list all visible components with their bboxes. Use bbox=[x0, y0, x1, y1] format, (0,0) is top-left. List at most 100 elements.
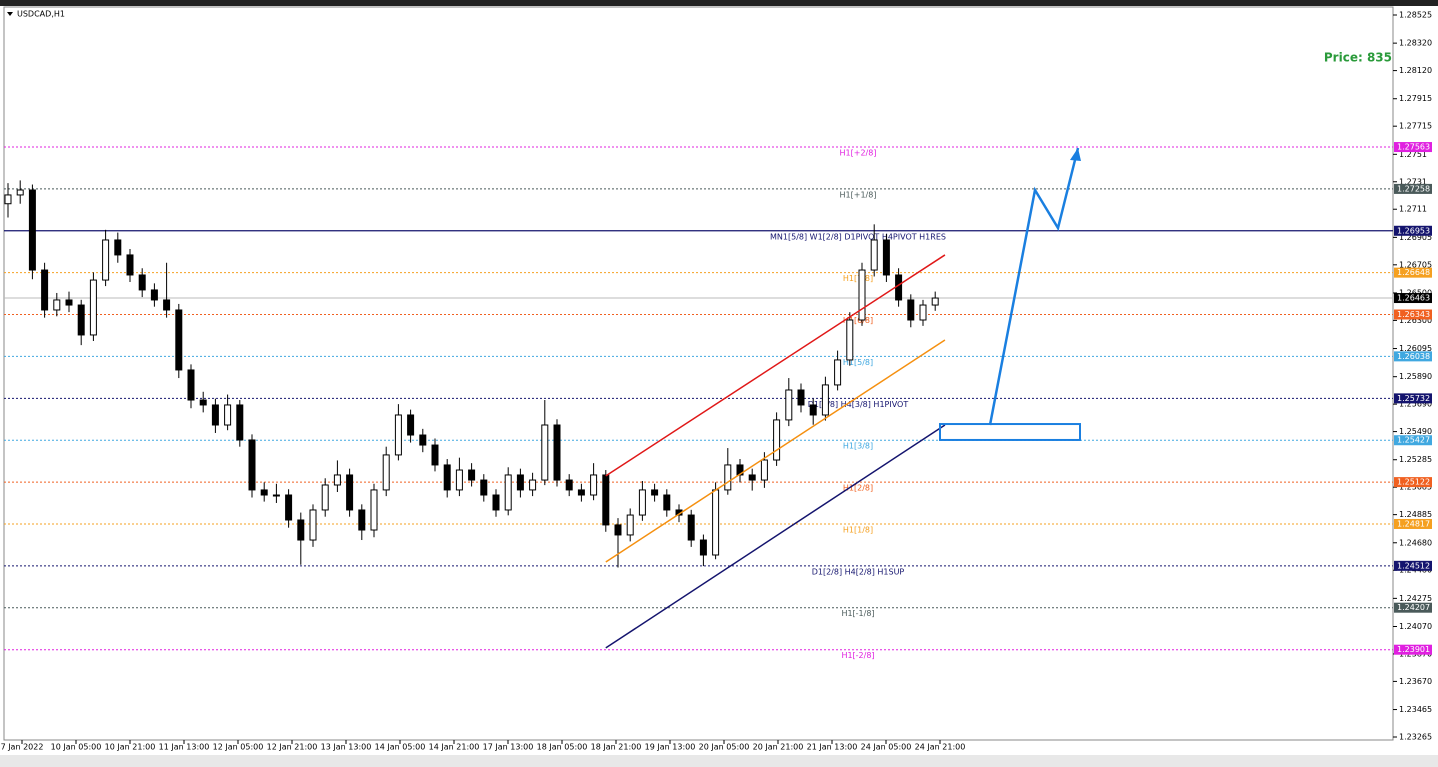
candle-body bbox=[577, 489, 585, 496]
y-tick-label: 1.28120 bbox=[1399, 66, 1432, 75]
candle-body bbox=[138, 274, 146, 291]
y-tick-label: 1.24885 bbox=[1399, 510, 1432, 519]
y-tick-label: 1.25690 bbox=[1399, 400, 1432, 409]
price-tag bbox=[1394, 267, 1432, 278]
candle-body bbox=[821, 384, 829, 416]
candle-body bbox=[614, 524, 622, 536]
level-label: H1[-1/8] bbox=[841, 609, 874, 618]
y-tick-label: 1.27915 bbox=[1399, 94, 1432, 103]
price-tag-label: 1.25427 bbox=[1397, 436, 1430, 445]
candle-body bbox=[834, 359, 842, 386]
y-tick-label: 1.23465 bbox=[1399, 705, 1432, 714]
level-label: D1[2/8] H4[2/8] H1SUP bbox=[812, 567, 905, 576]
current-price-label: 1.26463 bbox=[1397, 294, 1430, 303]
y-tick-label: 1.25285 bbox=[1399, 455, 1432, 464]
candle-body bbox=[882, 239, 890, 276]
candle-body bbox=[858, 269, 866, 321]
price-tag bbox=[1394, 293, 1432, 304]
y-tick-label: 1.23265 bbox=[1399, 733, 1432, 742]
x-tick-label: 21 Jan 13:00 bbox=[807, 743, 858, 752]
candle-body bbox=[102, 239, 110, 281]
candle-body bbox=[248, 439, 256, 491]
candle-body bbox=[126, 254, 134, 276]
candle-body bbox=[41, 269, 49, 311]
price-tag-label: 1.26343 bbox=[1397, 310, 1430, 319]
candle-body bbox=[687, 514, 695, 541]
candle-body bbox=[492, 494, 500, 511]
x-tick-label: 10 Jan 21:00 bbox=[105, 743, 156, 752]
y-tick-label: 1.26705 bbox=[1399, 260, 1432, 269]
candle-body bbox=[407, 414, 415, 436]
x-tick-label: 24 Jan 21:00 bbox=[915, 743, 966, 752]
candle-body bbox=[394, 414, 402, 456]
bottom-bar bbox=[0, 755, 1438, 767]
candle-body bbox=[211, 404, 219, 426]
menu-arrow[interactable] bbox=[7, 12, 13, 16]
y-tick-label: 1.26300 bbox=[1399, 316, 1432, 325]
x-tick-label: 11 Jan 13:00 bbox=[159, 743, 210, 752]
candle-body bbox=[114, 239, 122, 256]
arrow-path bbox=[988, 147, 1080, 426]
forecast-arrow bbox=[988, 147, 1081, 426]
price-tag bbox=[1394, 225, 1432, 236]
x-tick-label: 12 Jan 05:00 bbox=[213, 743, 264, 752]
candle-body bbox=[468, 469, 476, 481]
level-label: H1[7/8] bbox=[843, 274, 873, 283]
price-tag-label: 1.25732 bbox=[1397, 394, 1430, 403]
candle-body bbox=[931, 297, 939, 306]
candle-body bbox=[370, 489, 378, 531]
price-tag bbox=[1394, 393, 1432, 404]
x-tick-label: 19 Jan 13:00 bbox=[645, 743, 696, 752]
candle-body bbox=[602, 474, 610, 526]
candle-body bbox=[53, 299, 61, 311]
y-tick-label: 1.25085 bbox=[1399, 483, 1432, 492]
level-label: H1[+2/8] bbox=[840, 149, 877, 158]
candle-body bbox=[175, 309, 183, 371]
price-tag-label: 1.26648 bbox=[1397, 268, 1430, 277]
candle-body bbox=[65, 299, 73, 306]
candle-body bbox=[163, 299, 171, 311]
chart-title: USDCAD,H1 bbox=[17, 10, 65, 19]
price-tag bbox=[1394, 644, 1432, 655]
candle-body bbox=[321, 484, 329, 511]
candle-body bbox=[638, 489, 646, 516]
window-top-bar bbox=[0, 0, 1438, 6]
candle-body bbox=[443, 464, 451, 491]
level-label: H1[6/8] bbox=[843, 316, 873, 325]
candle-body bbox=[895, 274, 903, 301]
candle-body bbox=[809, 404, 817, 416]
price-tag bbox=[1394, 560, 1432, 571]
candle-body bbox=[846, 319, 854, 361]
x-tick-label: 13 Jan 13:00 bbox=[321, 743, 372, 752]
x-tick-label: 24 Jan 05:00 bbox=[861, 743, 912, 752]
price-tag-label: 1.24512 bbox=[1397, 561, 1430, 570]
candle-body bbox=[199, 399, 207, 406]
price-tag bbox=[1394, 518, 1432, 529]
candle-body bbox=[760, 459, 768, 481]
x-tick-label: 14 Jan 21:00 bbox=[429, 743, 480, 752]
candle-body bbox=[907, 299, 915, 321]
candle-body bbox=[333, 474, 341, 486]
zone-box bbox=[939, 423, 1081, 441]
level-label: D1[3/8] H4[3/8] H1PIVOT bbox=[808, 400, 909, 409]
price-tag-label: 1.24817 bbox=[1397, 519, 1430, 528]
plot-layer: 1.28525 1.28320 1.28120 1.27915 1.27715 1.275… bbox=[1, 11, 1433, 752]
price-tag-label: 1.23901 bbox=[1397, 645, 1430, 654]
candle-body bbox=[626, 514, 634, 536]
trendline bbox=[605, 339, 946, 563]
price-tag bbox=[1394, 309, 1432, 320]
candle-body bbox=[516, 474, 524, 491]
candle-body bbox=[797, 389, 805, 406]
candle-body bbox=[712, 489, 720, 556]
candle-body bbox=[419, 434, 427, 446]
candle-body bbox=[431, 444, 439, 466]
price-tag bbox=[1394, 183, 1432, 194]
candle-body bbox=[187, 369, 195, 401]
y-tick-label: 1.2711 bbox=[1399, 205, 1427, 214]
candle-body bbox=[785, 389, 793, 421]
y-tick-label: 1.24275 bbox=[1399, 594, 1432, 603]
candle-body bbox=[565, 479, 573, 491]
price-tag bbox=[1394, 351, 1432, 362]
